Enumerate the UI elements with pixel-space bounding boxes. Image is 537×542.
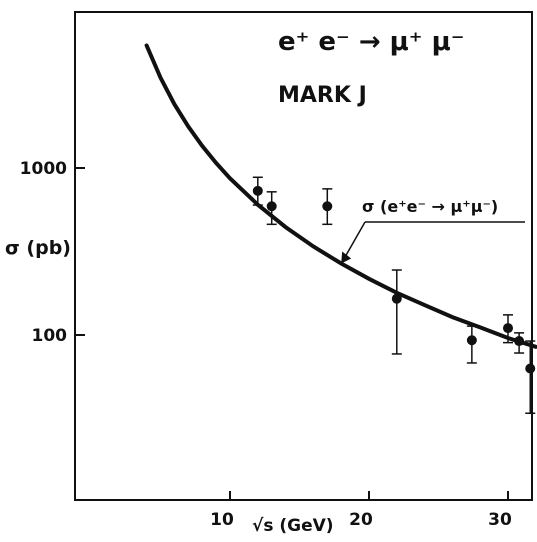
- y-tick-label: 1000: [20, 159, 67, 179]
- annotation-arrowhead: [341, 251, 352, 264]
- y-axis-label: σ (pb): [5, 237, 71, 259]
- plot-frame-layer: 10 20 30 100 1000: [20, 11, 533, 530]
- data-point: [466, 335, 477, 346]
- data-point: [514, 336, 525, 347]
- theory-curve-layer: [144, 43, 537, 349]
- curve-annotation: σ (e⁺e⁻ → μ⁺μ⁻): [362, 197, 498, 216]
- x-tick-label: 30: [488, 510, 512, 530]
- data-point: [322, 201, 333, 212]
- data-point: [252, 185, 263, 196]
- chart-subtitle: MARK J: [278, 83, 367, 108]
- plot-border: [74, 11, 533, 501]
- data-point: [266, 201, 277, 212]
- chart-text-layer: e⁺ e⁻ → μ⁺ μ⁻ MARK J σ (pb) √s (GeV) σ (…: [5, 27, 498, 536]
- data-point: [525, 363, 536, 374]
- data-point: [391, 293, 402, 304]
- data-points-layer: [252, 176, 536, 414]
- x-axis-label: √s (GeV): [252, 516, 334, 536]
- annotation-leader-line: [343, 221, 366, 259]
- theory-curve: [144, 43, 537, 349]
- y-tick-label: 100: [32, 326, 68, 346]
- chart-title: e⁺ e⁻ → μ⁺ μ⁻: [278, 27, 464, 57]
- data-point: [503, 323, 513, 334]
- x-tick-label: 20: [349, 510, 373, 530]
- x-tick-label: 10: [210, 510, 234, 530]
